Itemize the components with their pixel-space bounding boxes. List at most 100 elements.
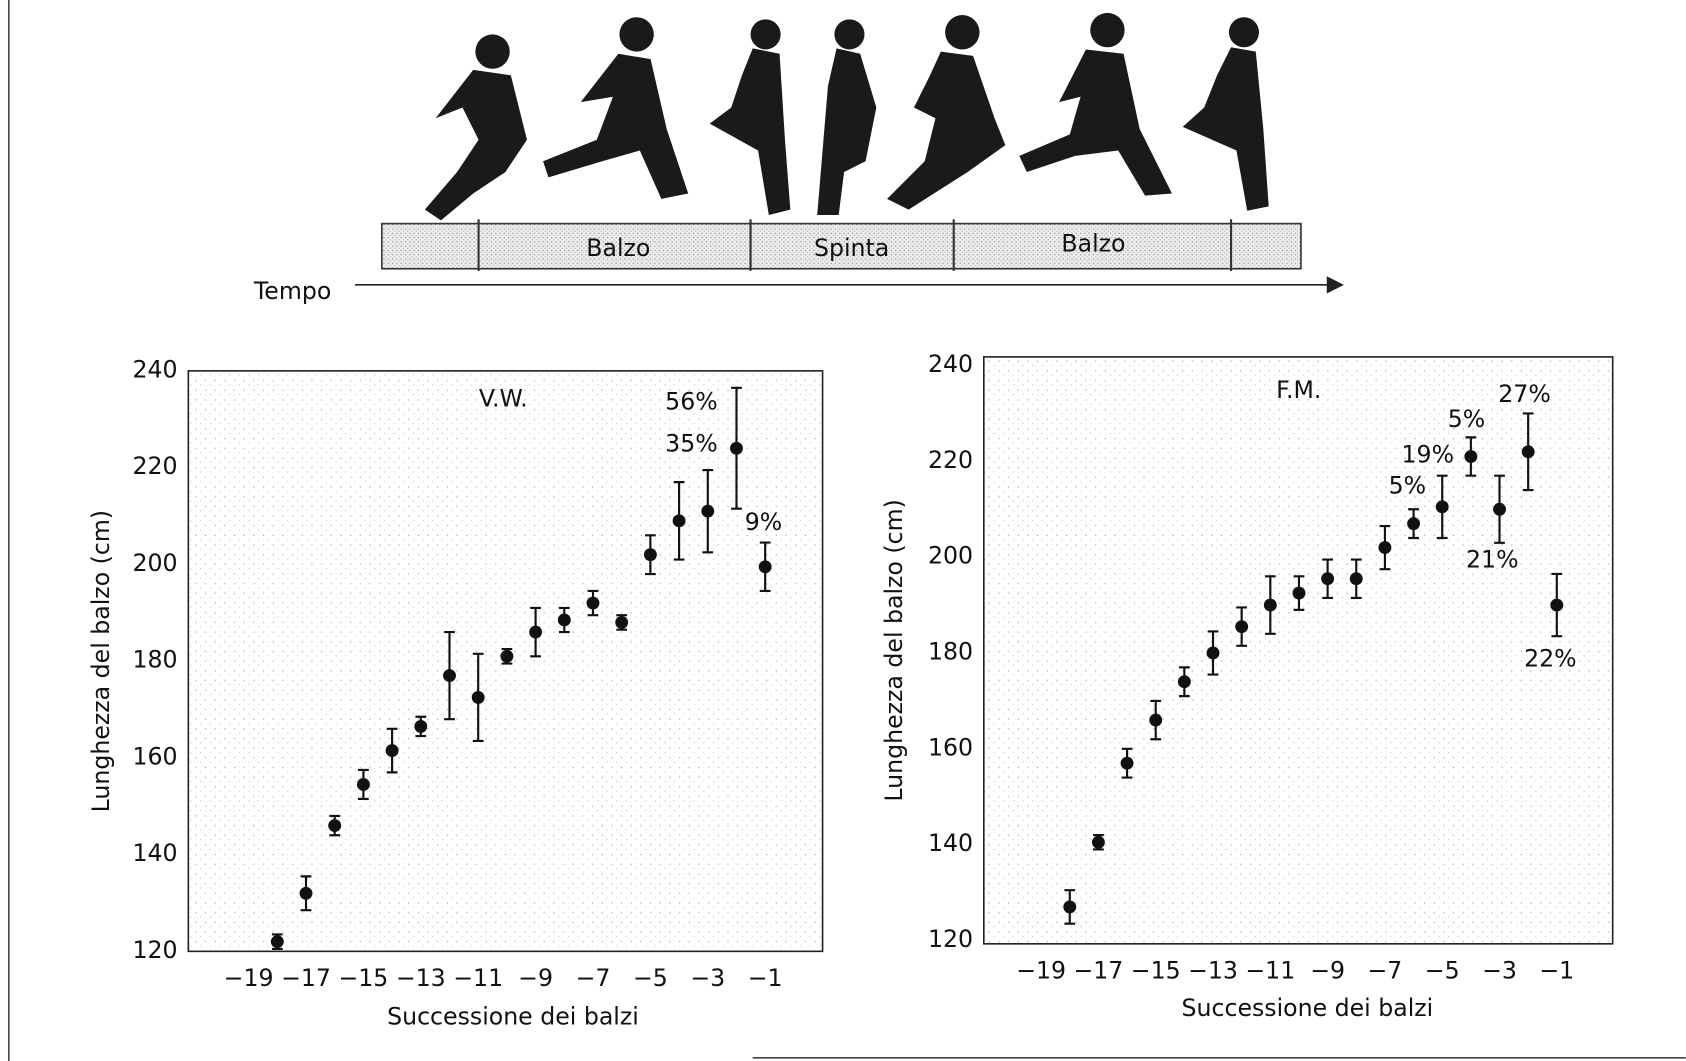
x-tick-label: −17 xyxy=(281,964,331,992)
data-point xyxy=(529,625,543,639)
data-point xyxy=(672,514,686,528)
x-tick-label: −1 xyxy=(748,964,783,992)
data-point xyxy=(1378,541,1392,555)
y-axis-label: Lunghezza del balzo (cm) xyxy=(87,510,115,812)
annotation: 22% xyxy=(1524,645,1577,673)
data-point xyxy=(701,504,715,518)
x-tick-label: −1 xyxy=(1539,956,1574,984)
data-point xyxy=(1206,646,1220,660)
annotation: 19% xyxy=(1402,440,1455,468)
x-tick-label: −15 xyxy=(1131,956,1181,984)
x-tick-label: −3 xyxy=(1482,956,1517,984)
runner xyxy=(1019,12,1172,196)
data-point xyxy=(1292,586,1306,600)
runner xyxy=(817,19,877,215)
data-point xyxy=(1493,502,1506,516)
x-tick-label: −7 xyxy=(576,964,611,992)
plot-area xyxy=(983,356,1614,945)
data-point xyxy=(443,669,456,683)
annotation: 9% xyxy=(745,508,782,536)
data-point xyxy=(730,441,743,455)
x-tick-label: −9 xyxy=(518,964,553,992)
runners xyxy=(424,12,1269,221)
phase-label: Spinta xyxy=(814,234,889,262)
data-point xyxy=(1521,445,1535,459)
x-tick-label: −9 xyxy=(1310,956,1345,984)
data-point xyxy=(1263,598,1277,612)
phase-label: Balzo xyxy=(1061,230,1125,258)
annotation: 21% xyxy=(1466,546,1519,574)
data-point xyxy=(1149,713,1163,727)
data-point xyxy=(1091,835,1105,849)
y-tick-label: 240 xyxy=(132,355,177,383)
data-point xyxy=(615,615,629,629)
x-tick-label: −13 xyxy=(1188,956,1238,984)
x-axis-label: Successione dei balzi xyxy=(387,1003,639,1031)
data-point xyxy=(1120,756,1134,770)
annotation: 5% xyxy=(1389,471,1426,499)
runner xyxy=(424,34,527,221)
runner xyxy=(887,15,1006,210)
y-tick-label: 240 xyxy=(928,350,973,378)
y-tick-label: 180 xyxy=(928,637,973,665)
y-tick-label: 160 xyxy=(928,733,973,761)
x-tick-label: −15 xyxy=(338,964,388,992)
time-label: Tempo xyxy=(253,277,331,305)
data-point xyxy=(500,649,514,663)
y-tick-label: 220 xyxy=(132,452,177,480)
data-point xyxy=(1464,450,1478,464)
annotation: 35% xyxy=(665,430,718,458)
x-tick-label: −3 xyxy=(690,964,725,992)
data-point xyxy=(414,719,428,733)
phase-strip xyxy=(381,222,1302,270)
y-tick-label: 200 xyxy=(132,549,177,577)
x-tick-label: −7 xyxy=(1368,956,1403,984)
x-tick-label: −13 xyxy=(396,964,446,992)
data-point xyxy=(1177,675,1191,689)
annotation: 5% xyxy=(1448,405,1485,433)
data-point xyxy=(643,548,657,562)
data-point xyxy=(1435,500,1449,514)
data-point xyxy=(270,935,284,949)
runner xyxy=(543,17,689,199)
y-tick-label: 140 xyxy=(928,829,973,857)
x-axis-label: Successione dei balzi xyxy=(1182,994,1434,1022)
y-tick-label: 200 xyxy=(928,542,973,570)
data-point xyxy=(328,819,342,833)
data-point xyxy=(1349,572,1363,586)
data-point xyxy=(1407,517,1421,531)
x-tick-label: −17 xyxy=(1073,956,1123,984)
data-point xyxy=(299,886,313,900)
y-tick-label: 140 xyxy=(132,839,177,867)
annotation: 56% xyxy=(665,388,718,416)
chart-title: V.W. xyxy=(479,384,528,412)
runner xyxy=(709,19,791,215)
time-arrowhead xyxy=(1326,276,1344,294)
data-point xyxy=(356,778,370,791)
data-point xyxy=(385,744,399,758)
x-tick-label: −5 xyxy=(1425,956,1460,984)
y-tick-label: 120 xyxy=(928,925,973,953)
data-point xyxy=(1235,620,1249,634)
x-tick-label: −19 xyxy=(1016,956,1066,984)
y-tick-label: 220 xyxy=(928,446,973,474)
data-point xyxy=(471,690,485,704)
data-point xyxy=(557,613,571,627)
data-point xyxy=(586,596,600,610)
y-tick-label: 120 xyxy=(132,936,177,964)
runner xyxy=(1182,17,1269,211)
data-point xyxy=(758,560,772,574)
chart-title: F.M. xyxy=(1276,376,1321,404)
data-point xyxy=(1321,572,1335,586)
phase-label: Balzo xyxy=(586,234,650,262)
y-tick-label: 180 xyxy=(132,646,177,674)
data-point xyxy=(1063,900,1077,914)
data-point xyxy=(1550,598,1564,612)
phase-bar: Balzo Spinta Balzo Tempo xyxy=(253,219,1344,305)
y-tick-label: 160 xyxy=(132,742,177,770)
x-tick-label: −11 xyxy=(453,964,503,992)
